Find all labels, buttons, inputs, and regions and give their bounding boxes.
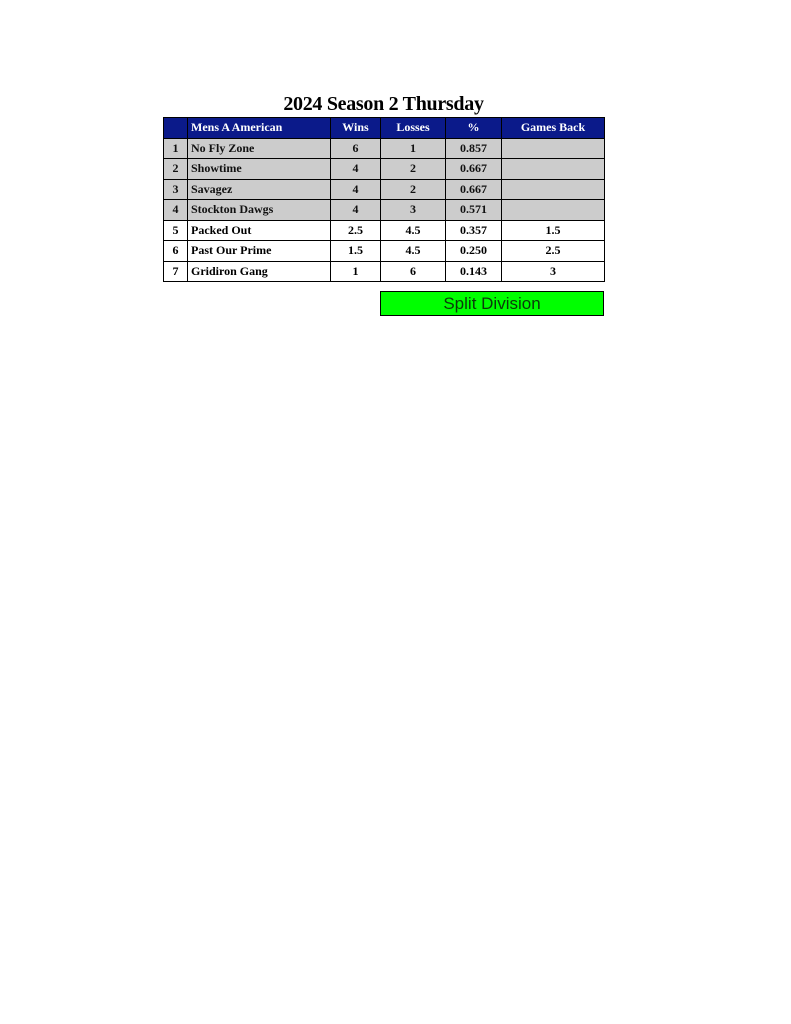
rank-cell: 7 [163,260,188,282]
games-back-cell: 3 [501,260,605,282]
games-back-cell [501,199,605,221]
team-cell: Past Our Prime [187,240,331,262]
pct-cell: 0.250 [445,240,502,262]
rank-cell: 3 [163,178,188,200]
header-row: Mens A American Wins Losses % Games Back [163,117,605,139]
table-row: 5 Packed Out 2.5 4.5 0.357 1.5 [163,219,605,241]
table-row: 1 No Fly Zone 6 1 0.857 [163,137,605,159]
split-division-label: Split Division [380,291,604,316]
header-wins: Wins [330,117,381,139]
team-cell: Packed Out [187,219,331,241]
rank-cell: 6 [163,240,188,262]
wins-cell: 1.5 [330,240,381,262]
team-cell: Stockton Dawgs [187,199,331,221]
pct-cell: 0.571 [445,199,502,221]
rank-cell: 4 [163,199,188,221]
header-pct: % [445,117,502,139]
wins-cell: 4 [330,158,381,180]
table-row: 7 Gridiron Gang 1 6 0.143 3 [163,260,605,282]
rank-cell: 5 [163,219,188,241]
wins-cell: 4 [330,199,381,221]
table-row: 6 Past Our Prime 1.5 4.5 0.250 2.5 [163,240,605,262]
losses-cell: 6 [380,260,446,282]
header-losses: Losses [380,117,446,139]
losses-cell: 4.5 [380,240,446,262]
page-title: 2024 Season 2 Thursday [283,93,484,115]
rank-cell: 2 [163,158,188,180]
wins-cell: 4 [330,178,381,200]
standings-table: Mens A American Wins Losses % Games Back… [163,117,605,282]
games-back-cell: 1.5 [501,219,605,241]
losses-cell: 2 [380,178,446,200]
pct-cell: 0.667 [445,158,502,180]
games-back-cell: 2.5 [501,240,605,262]
pct-cell: 0.143 [445,260,502,282]
team-cell: Savagez [187,178,331,200]
pct-cell: 0.357 [445,219,502,241]
team-cell: Showtime [187,158,331,180]
team-cell: No Fly Zone [187,137,331,159]
games-back-cell [501,178,605,200]
header-rank [163,117,188,139]
header-division: Mens A American [187,117,331,139]
games-back-cell [501,158,605,180]
losses-cell: 3 [380,199,446,221]
header-games-back: Games Back [501,117,605,139]
losses-cell: 4.5 [380,219,446,241]
table-row: 2 Showtime 4 2 0.667 [163,158,605,180]
losses-cell: 1 [380,137,446,159]
wins-cell: 2.5 [330,219,381,241]
losses-cell: 2 [380,158,446,180]
table-row: 4 Stockton Dawgs 4 3 0.571 [163,199,605,221]
pct-cell: 0.857 [445,137,502,159]
games-back-cell [501,137,605,159]
wins-cell: 1 [330,260,381,282]
team-cell: Gridiron Gang [187,260,331,282]
wins-cell: 6 [330,137,381,159]
rank-cell: 1 [163,137,188,159]
pct-cell: 0.667 [445,178,502,200]
table-row: 3 Savagez 4 2 0.667 [163,178,605,200]
